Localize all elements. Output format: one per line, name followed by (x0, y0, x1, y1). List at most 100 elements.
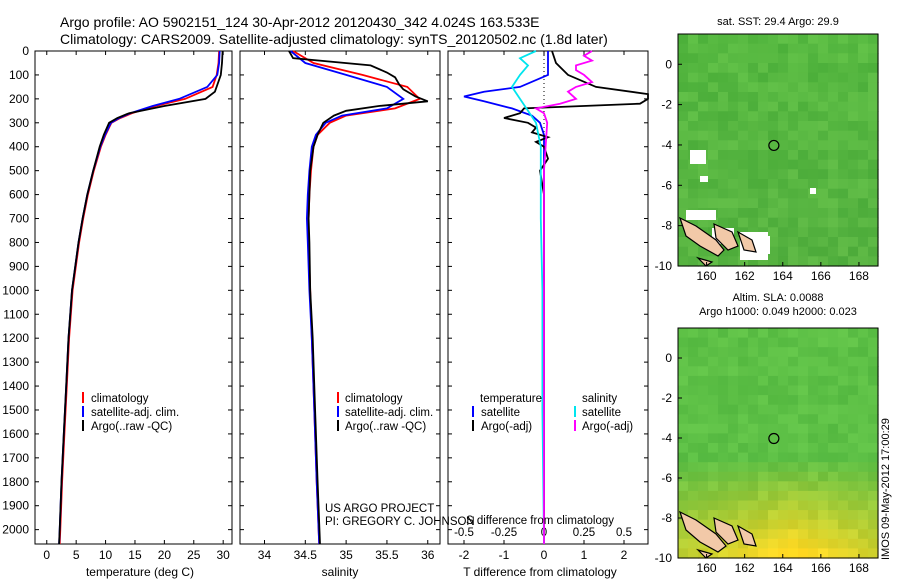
map-cell (808, 159, 819, 170)
map-cell (798, 92, 809, 103)
map-cell (748, 169, 759, 180)
map-cell (798, 130, 809, 141)
map-cell (868, 519, 879, 530)
map-cell (738, 490, 749, 502)
map-cell (748, 111, 759, 122)
map-cell (748, 53, 759, 64)
map-cell (708, 188, 719, 199)
y-tick-label: 0 (665, 351, 672, 365)
map-cell (708, 179, 719, 190)
map-cell (858, 414, 869, 425)
map-cell (768, 217, 779, 228)
map-cell (738, 471, 749, 482)
map-cell (678, 462, 689, 473)
map-cell (768, 519, 779, 530)
x-tick-label: 36 (421, 548, 435, 562)
map-cell (788, 82, 799, 93)
map-cell (868, 433, 879, 444)
map-cell (698, 130, 709, 141)
map-cell (708, 395, 719, 406)
x-tick-label: 166 (811, 269, 831, 283)
map-cell (868, 246, 879, 257)
map-cell (748, 337, 759, 348)
map-cell (678, 198, 689, 209)
map-cell (698, 500, 709, 511)
temperature-panel: 0100200300400500600700800900100011001200… (2, 44, 233, 562)
map-cell (848, 519, 859, 530)
map-cell (848, 82, 859, 93)
map-cell (778, 385, 789, 396)
map-cell (868, 385, 879, 396)
legend-climatology: climatology (345, 393, 403, 405)
map-cell (788, 500, 799, 511)
map-cell (708, 63, 719, 74)
map-cell (858, 188, 869, 199)
map-cell (688, 188, 699, 199)
map-cell (718, 347, 729, 358)
map-cell (858, 548, 869, 559)
map-cell (808, 414, 819, 425)
map-cell (808, 462, 819, 473)
legend-temperature-title: temperature (480, 393, 542, 405)
map-cell (748, 188, 759, 199)
no-data-patch (752, 236, 770, 254)
map-cell (848, 366, 859, 377)
map-cell (788, 443, 799, 454)
map-cell (688, 256, 699, 267)
map-cell (868, 179, 879, 190)
map-cell (778, 490, 789, 502)
map-cell (728, 53, 739, 64)
no-data-patch (690, 150, 706, 164)
map-cell (748, 356, 759, 367)
map-cell (768, 538, 779, 549)
map-cell (768, 43, 779, 54)
map-cell (838, 510, 849, 521)
map-cell (838, 414, 849, 425)
map-cell (828, 548, 839, 559)
map-cell (678, 375, 689, 387)
map-cell (798, 34, 809, 45)
map-cell (808, 217, 819, 228)
map-cell (798, 43, 809, 54)
map-cell (868, 43, 879, 54)
map-cell (768, 433, 779, 444)
legend-s-satellite: satellite (582, 407, 621, 419)
map-cell (828, 481, 839, 492)
map-cell (758, 519, 769, 530)
map-frame (677, 327, 879, 559)
map-cell (718, 140, 729, 151)
map-cell (678, 538, 689, 549)
map-cell (808, 72, 819, 83)
map-cell (858, 481, 869, 492)
legend-satellite: satellite-adj. clim. (345, 407, 433, 419)
map-cell (768, 414, 779, 425)
map-cell (798, 529, 809, 540)
map-cell (848, 529, 859, 540)
map-cell (838, 347, 849, 358)
map-cell (818, 159, 829, 170)
map-cell (788, 92, 799, 103)
map-cell (688, 375, 699, 387)
x-tick-label: 20 (158, 548, 172, 562)
map-cell (708, 256, 719, 267)
map-cell (698, 385, 709, 396)
land-shape (736, 230, 757, 253)
map-cell (698, 188, 709, 199)
map-cell (698, 414, 709, 425)
land-shape (678, 510, 727, 553)
map-cell (858, 423, 869, 434)
map-cell (788, 404, 799, 415)
map-cell (698, 92, 709, 103)
map-cell (868, 366, 879, 377)
map-cell (868, 159, 879, 170)
map-cell (818, 471, 829, 482)
map-cell (778, 63, 789, 74)
map-cell (828, 179, 839, 190)
map-cell (738, 538, 749, 549)
legend-t-satellite: satellite (481, 407, 520, 419)
map-cell (848, 385, 859, 396)
map-cell (758, 217, 769, 228)
map-cell (688, 490, 699, 502)
map-cell (818, 452, 829, 463)
map-cell (838, 356, 849, 367)
